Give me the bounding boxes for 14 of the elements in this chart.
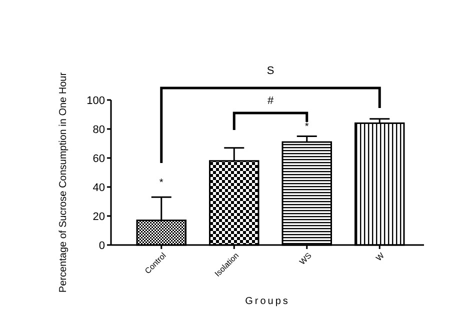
y-tick-label: 40 — [92, 182, 105, 194]
annotation: # — [267, 95, 274, 107]
x-axis-title: Groups — [245, 296, 290, 307]
y-axis-title: Percentage of Sucrose Consumption in One Hour — [58, 72, 69, 293]
annotation: * — [304, 122, 309, 132]
y-tick-label: 100 — [86, 94, 105, 107]
annotation: * — [159, 178, 164, 188]
y-tick-label: 0 — [98, 240, 105, 252]
x-tick-label: W — [374, 250, 386, 263]
y-tick-label: 60 — [92, 152, 105, 165]
x-tick-label: WS — [298, 251, 314, 267]
y-tick-label: 20 — [92, 210, 105, 223]
text: S — [266, 65, 274, 77]
y-tick-label: 80 — [92, 124, 105, 136]
